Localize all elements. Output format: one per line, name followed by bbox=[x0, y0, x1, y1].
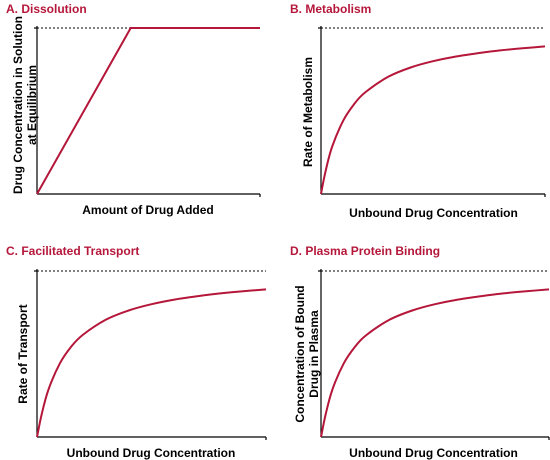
chart-title: B. Metabolism bbox=[290, 2, 372, 16]
x-axis-label: Unbound Drug Concentration bbox=[349, 446, 518, 460]
series-line bbox=[36, 27, 260, 195]
x-axis-label: Unbound Drug Concentration bbox=[349, 206, 518, 220]
series-line bbox=[320, 288, 550, 438]
chart-title: C. Facilitated Transport bbox=[6, 244, 140, 258]
x-axis-label: Unbound Drug Concentration bbox=[66, 446, 236, 460]
x-axis-label: Amount of Drug Added bbox=[82, 203, 214, 217]
chart-title: A. Dissolution bbox=[6, 2, 87, 16]
chart-title: D. Plasma Protein Binding bbox=[290, 244, 441, 258]
series-line bbox=[320, 45, 546, 195]
series-line bbox=[36, 288, 267, 438]
